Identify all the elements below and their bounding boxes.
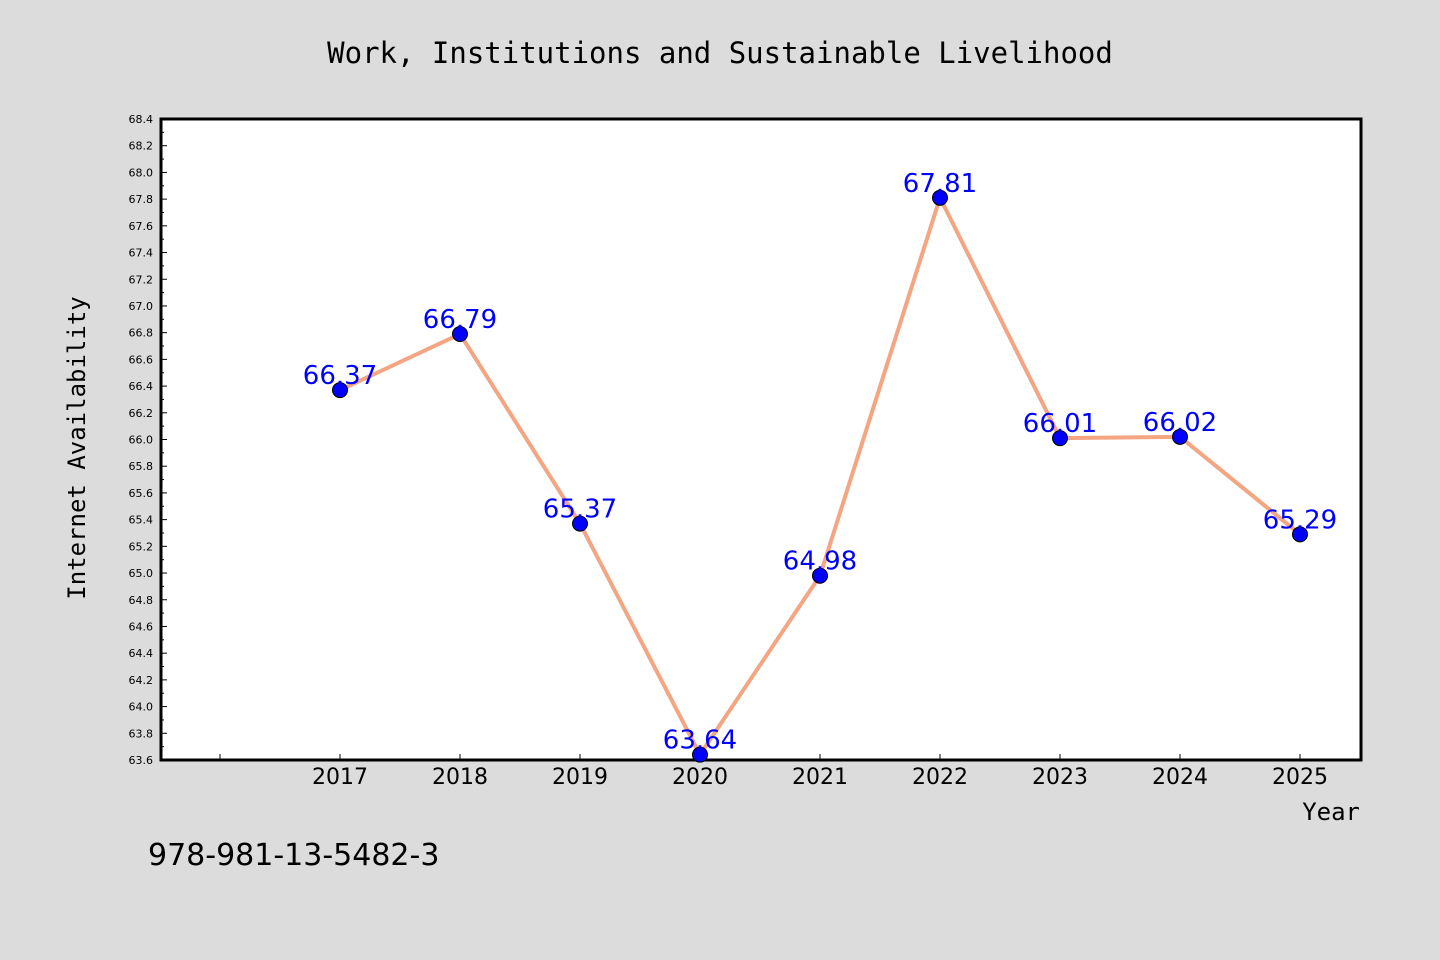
series-group: 66.37 66.79 65.37 63.64 64.98 67.81 66.01 66.02… bbox=[303, 169, 1337, 763]
data-label: 64.98 bbox=[783, 547, 857, 577]
y-tick-label: 64.8 bbox=[129, 594, 154, 607]
data-label: 65.37 bbox=[543, 495, 617, 525]
data-label: 66.02 bbox=[1143, 408, 1217, 438]
data-point bbox=[692, 746, 708, 763]
data-point bbox=[932, 189, 948, 206]
data-point bbox=[1172, 428, 1188, 445]
y-tick-label: 67.0 bbox=[129, 300, 154, 313]
y-tick-label: 67.8 bbox=[129, 193, 154, 206]
x-tick-label: 2018 bbox=[432, 765, 488, 790]
y-axis-label: Internet Availability bbox=[63, 296, 91, 599]
x-tick-label: 2017 bbox=[312, 765, 368, 790]
y-tick-label: 66.0 bbox=[129, 434, 154, 447]
data-point bbox=[812, 567, 828, 584]
data-label: 66.37 bbox=[303, 361, 377, 391]
y-tick-label: 64.4 bbox=[129, 647, 154, 660]
data-label: 66.01 bbox=[1023, 409, 1097, 439]
data-point bbox=[1052, 430, 1068, 447]
y-tick-label: 65.0 bbox=[129, 567, 154, 580]
x-tick-label: 2022 bbox=[912, 765, 968, 790]
y-tick-label: 66.2 bbox=[129, 407, 154, 420]
x-axis: 2017 2018 2019 2020 2021 2022 2023 2024 2025 bbox=[219, 754, 1328, 790]
x-tick-label: 2024 bbox=[1152, 765, 1208, 790]
y-tick-label: 65.8 bbox=[129, 460, 154, 473]
y-tick-label: 63.6 bbox=[129, 754, 154, 767]
y-tick-label: 63.8 bbox=[129, 727, 154, 740]
y-tick-label: 66.6 bbox=[129, 353, 154, 366]
y-tick-label: 65.6 bbox=[129, 487, 154, 500]
y-tick-label: 64.0 bbox=[129, 701, 154, 714]
y-tick-label: 64.6 bbox=[129, 620, 154, 633]
y-tick-label: 65.2 bbox=[129, 540, 154, 553]
data-label: 63.64 bbox=[663, 726, 737, 756]
x-tick-label: 2020 bbox=[672, 765, 728, 790]
y-tick-label: 68.0 bbox=[129, 166, 154, 179]
data-point bbox=[332, 382, 348, 399]
data-label: 65.29 bbox=[1263, 505, 1337, 535]
x-tick-label: 2025 bbox=[1272, 765, 1328, 790]
y-tick-label: 68.4 bbox=[129, 113, 154, 126]
x-tick-label: 2023 bbox=[1032, 765, 1088, 790]
y-tick-label: 67.2 bbox=[129, 273, 154, 286]
y-tick-label: 65.4 bbox=[129, 514, 154, 527]
data-label: 67.81 bbox=[903, 169, 977, 199]
x-tick-label: 2021 bbox=[792, 765, 848, 790]
y-axis: 63.6 63.8 64.0 64.2 64.4 64.6 64.8 65.0 65.2 65.4… bbox=[129, 113, 167, 767]
y-tick-label: 67.6 bbox=[129, 220, 154, 233]
chart-title: Work, Institutions and Sustainable Livel… bbox=[327, 36, 1113, 70]
data-point bbox=[1292, 526, 1308, 543]
x-tick-label: 2019 bbox=[552, 765, 608, 790]
x-axis-label: Year bbox=[1302, 798, 1360, 826]
y-tick-label: 67.4 bbox=[129, 247, 154, 260]
isbn-text: 978-981-13-5482-3 bbox=[148, 838, 439, 873]
data-point bbox=[572, 515, 588, 532]
y-tick-label: 68.2 bbox=[129, 140, 154, 153]
plot-area bbox=[159, 117, 1363, 762]
y-tick-label: 66.8 bbox=[129, 327, 154, 340]
data-point bbox=[452, 326, 468, 343]
y-tick-label: 66.4 bbox=[129, 380, 154, 393]
data-label: 66.79 bbox=[423, 305, 497, 335]
y-tick-label: 64.2 bbox=[129, 674, 154, 687]
